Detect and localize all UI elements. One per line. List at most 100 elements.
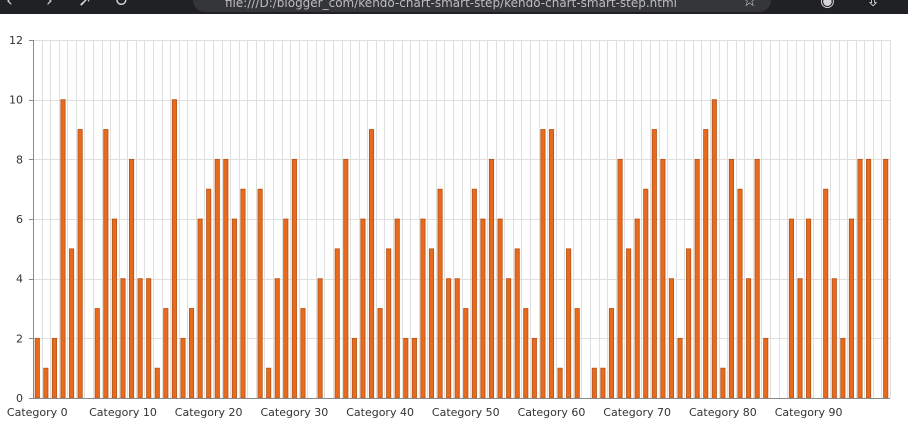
bar bbox=[103, 129, 109, 399]
x-tick-label: Category 0 bbox=[7, 406, 68, 419]
bar bbox=[720, 367, 726, 399]
bar bbox=[51, 337, 57, 399]
bar bbox=[763, 337, 769, 399]
bar bbox=[188, 308, 195, 399]
bar bbox=[506, 278, 512, 399]
download-icon[interactable]: ⇩ bbox=[866, 0, 881, 11]
bar bbox=[840, 337, 846, 399]
axes bbox=[29, 40, 890, 399]
browser-toolbar: ‹ › ➚ ↻ file:///D:/blogger_com/kendo-cha… bbox=[0, 0, 908, 14]
bar bbox=[171, 99, 177, 399]
bar bbox=[471, 188, 477, 399]
bar bbox=[69, 248, 75, 399]
bar bbox=[677, 337, 683, 399]
x-tick-label: Category 30 bbox=[261, 406, 329, 419]
y-tick-label: 0 bbox=[16, 392, 23, 405]
bar bbox=[129, 158, 135, 399]
bar bbox=[651, 129, 657, 399]
bar bbox=[257, 188, 263, 399]
bar bbox=[600, 367, 606, 399]
bar bbox=[737, 188, 743, 399]
bar bbox=[566, 248, 572, 399]
url-text[interactable]: file:///D:/blogger_com/kendo-chart-smart… bbox=[225, 0, 678, 10]
bar bbox=[317, 278, 323, 399]
bar bbox=[746, 278, 752, 399]
bar bbox=[694, 158, 700, 399]
x-tick-label: Category 20 bbox=[175, 406, 243, 419]
bar bbox=[463, 308, 469, 399]
bar bbox=[283, 218, 289, 399]
address-bar[interactable]: file:///D:/blogger_com/kendo-chart-smart… bbox=[193, 0, 771, 12]
bar bbox=[154, 367, 160, 399]
bar bbox=[788, 218, 794, 399]
y-tick-label: 10 bbox=[9, 94, 23, 107]
bar bbox=[591, 367, 597, 399]
bar bbox=[728, 158, 734, 399]
arrow-right-icon[interactable]: › bbox=[46, 0, 53, 11]
star-icon[interactable]: ☆ bbox=[742, 0, 758, 11]
bar bbox=[403, 337, 409, 399]
bar bbox=[368, 129, 375, 399]
y-tick-label: 12 bbox=[9, 34, 23, 47]
bar bbox=[214, 158, 220, 399]
bar bbox=[94, 308, 100, 399]
tick-labels: 0 2 4 6 8 10 12 Category 0 Category 10 Category 2… bbox=[7, 34, 843, 419]
bar bbox=[686, 248, 692, 399]
bar bbox=[831, 278, 837, 399]
bar bbox=[626, 248, 632, 399]
bar bbox=[428, 248, 435, 399]
bar bbox=[617, 158, 623, 399]
bar bbox=[540, 129, 546, 399]
bar bbox=[343, 158, 349, 399]
bar bbox=[386, 248, 392, 399]
bar bbox=[334, 248, 340, 399]
bar bbox=[608, 308, 615, 399]
bar bbox=[857, 158, 863, 399]
x-tick-label: Category 50 bbox=[432, 406, 500, 419]
bar bbox=[703, 129, 709, 399]
y-tick-label: 8 bbox=[16, 153, 23, 166]
bar bbox=[848, 218, 854, 399]
bar bbox=[394, 218, 400, 399]
bar bbox=[360, 218, 366, 399]
bar bbox=[454, 278, 460, 399]
bar bbox=[223, 158, 229, 399]
y-tick-label: 4 bbox=[16, 273, 23, 286]
bar bbox=[180, 337, 186, 399]
bar bbox=[274, 278, 280, 399]
bar bbox=[660, 158, 666, 399]
bar bbox=[163, 308, 169, 399]
bar bbox=[437, 188, 443, 399]
bar bbox=[240, 188, 246, 399]
x-tick-label: Category 80 bbox=[689, 406, 757, 419]
extension-icon[interactable]: ◉ bbox=[820, 0, 835, 11]
bar bbox=[411, 337, 417, 399]
bar bbox=[34, 337, 40, 399]
bar-chart: 0 2 4 6 8 10 12 Category 0 Category 10 Category 2… bbox=[7, 34, 891, 419]
bar bbox=[823, 188, 829, 399]
bar bbox=[883, 158, 889, 399]
bar bbox=[266, 367, 272, 399]
bar bbox=[231, 218, 237, 399]
bar bbox=[643, 188, 649, 399]
bar bbox=[557, 367, 563, 399]
bar bbox=[377, 308, 383, 399]
bar bbox=[668, 278, 675, 399]
bar bbox=[291, 158, 297, 399]
x-tick-label: Category 40 bbox=[346, 406, 414, 419]
bar bbox=[111, 218, 117, 399]
bars bbox=[34, 99, 889, 399]
reload-icon[interactable]: ↻ bbox=[114, 0, 129, 11]
bar bbox=[300, 308, 306, 399]
bar bbox=[197, 218, 203, 399]
bar bbox=[634, 218, 640, 399]
arrow-left-icon[interactable]: ‹ bbox=[6, 0, 13, 11]
bar bbox=[754, 158, 760, 399]
bar bbox=[797, 278, 803, 399]
bar bbox=[146, 278, 152, 399]
bar bbox=[531, 337, 537, 399]
x-tick-label: Category 70 bbox=[603, 406, 671, 419]
bar bbox=[60, 99, 66, 399]
bar bbox=[574, 308, 580, 399]
bar bbox=[806, 218, 812, 399]
